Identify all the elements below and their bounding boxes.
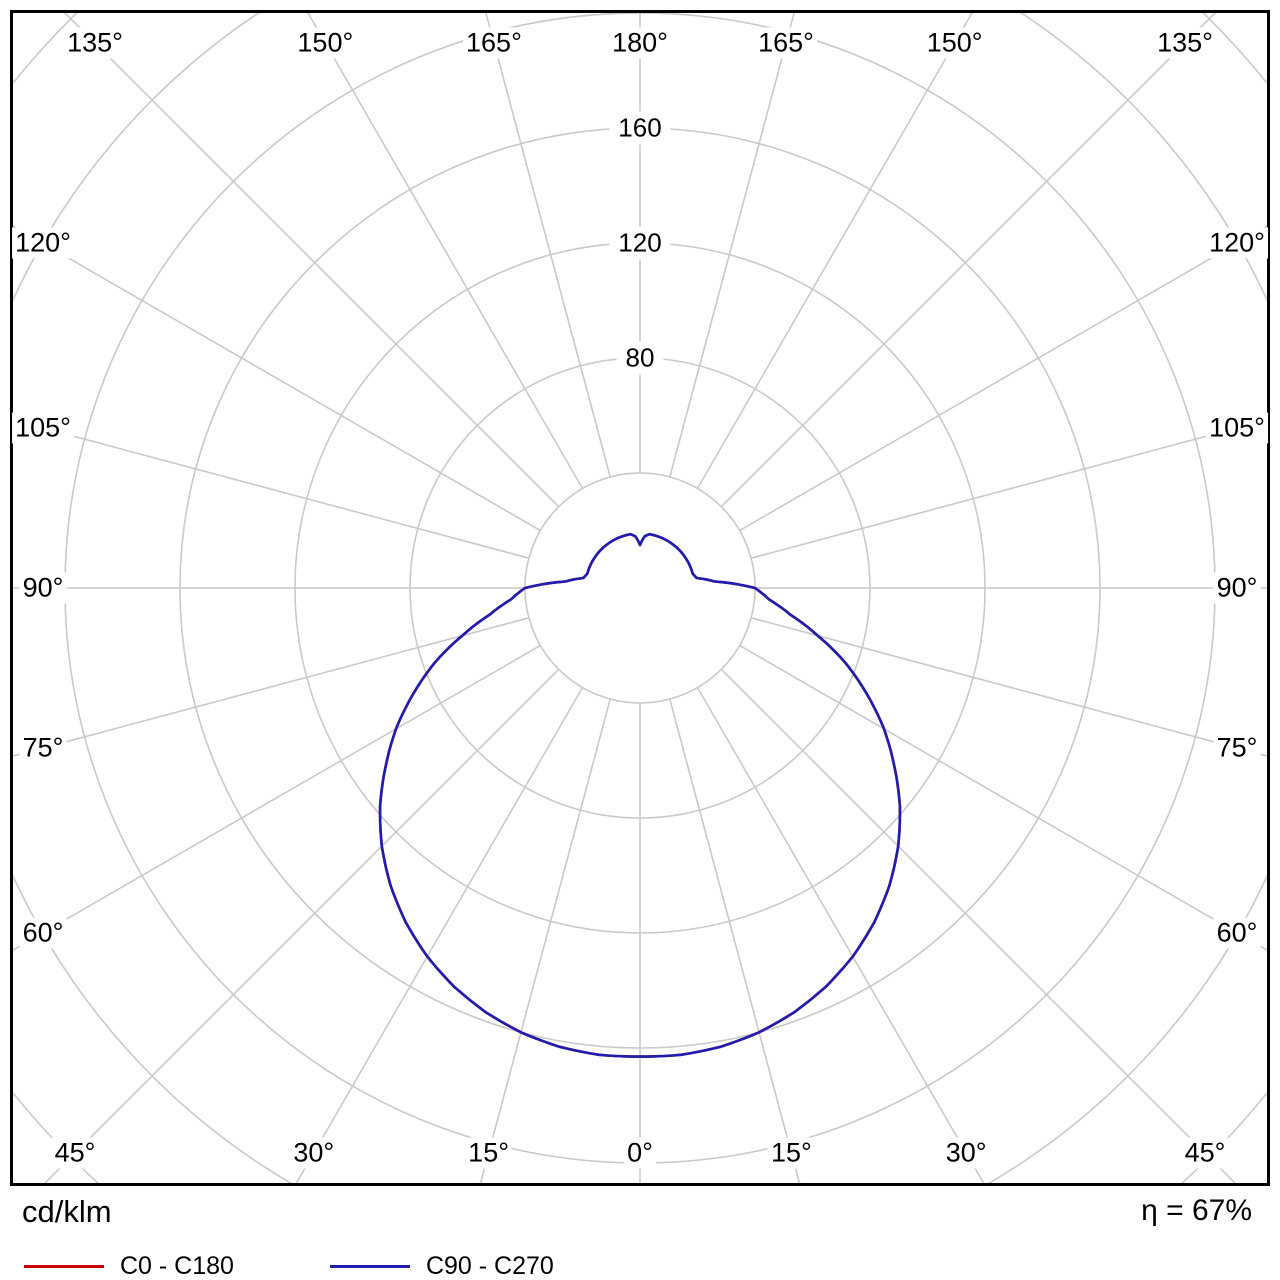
units-label: cd/klm <box>22 1194 112 1229</box>
grid-spoke-120 <box>739 225 1267 532</box>
legend-label-c0-c180: C0 - C180 <box>120 1252 234 1280</box>
angle-label-180: 180° <box>609 27 671 59</box>
grid-spoke-195 <box>485 13 611 478</box>
angle-label-60-right: 60° <box>1213 917 1261 949</box>
legend: C0 - C180 C90 - C270 <box>24 1252 554 1280</box>
angle-label-90-left: 90° <box>19 572 67 604</box>
angle-label-165-left: 165° <box>463 27 525 59</box>
grid-spoke-135 <box>720 13 1217 508</box>
angle-label-135-left: 135° <box>64 27 126 59</box>
angle-label-105-right: 105° <box>1206 412 1268 444</box>
legend-label-c90-c270: C90 - C270 <box>425 1252 554 1280</box>
grid-spoke-105 <box>750 419 1267 559</box>
angle-label-30-left: 30° <box>290 1137 338 1169</box>
angle-label-45-left: 45° <box>51 1137 99 1169</box>
angle-label-45-right: 45° <box>1181 1137 1229 1169</box>
grid-spoke-210 <box>307 13 584 489</box>
grid-spoke-75 <box>750 617 1267 757</box>
grid-spoke-240 <box>13 225 541 532</box>
grid-spoke-165 <box>669 13 795 478</box>
grid-spoke-225 <box>63 13 560 508</box>
angle-label-105-left: 105° <box>12 412 74 444</box>
angle-label-150-right: 150° <box>923 27 986 59</box>
legend-item-c0-c180: C0 - C180 <box>24 1252 234 1280</box>
grid-spoke-300 <box>13 644 541 951</box>
angle-label-15-right: 15° <box>767 1137 815 1169</box>
angle-label-0: 0° <box>624 1137 656 1169</box>
grid-spoke-15 <box>669 698 801 1183</box>
radial-label-80: 80 <box>616 341 664 375</box>
polar-chart-svg <box>13 13 1267 1183</box>
grid-spoke-285 <box>13 617 530 757</box>
angle-label-75-left: 75° <box>19 732 67 764</box>
polar-plot-area: 0° 15° 15° 30° 30° 45° 45° 60° 60° 75° 75° 90° 90° 10… <box>10 10 1270 1186</box>
radial-label-120: 120 <box>609 226 671 260</box>
grid-spoke-30 <box>696 687 985 1183</box>
angle-label-150-left: 150° <box>294 27 357 59</box>
angle-label-90-right: 90° <box>1213 572 1261 604</box>
curve-c90-c270 <box>378 532 902 1058</box>
radial-label-160: 160 <box>609 111 671 145</box>
grid-spoke-45 <box>720 668 1237 1183</box>
grid-spoke-315 <box>43 668 560 1183</box>
grid-spoke-345 <box>479 698 611 1183</box>
angle-label-120-right: 120° <box>1206 227 1268 259</box>
grid-spoke-255 <box>13 419 530 559</box>
grid-spoke-330 <box>295 687 584 1183</box>
angle-label-120-left: 120° <box>12 227 74 259</box>
angle-label-165-right: 165° <box>755 27 817 59</box>
legend-swatch-c90-c270 <box>329 1265 410 1268</box>
angle-label-135-right: 135° <box>1154 27 1216 59</box>
angle-label-60-left: 60° <box>19 917 67 949</box>
angle-label-75-right: 75° <box>1213 732 1261 764</box>
angle-label-30-right: 30° <box>942 1137 990 1169</box>
efficiency-label: η = 67% <box>1141 1194 1252 1227</box>
angle-label-15-left: 15° <box>465 1137 513 1169</box>
legend-swatch-c0-c180 <box>24 1265 104 1268</box>
grid-spoke-60 <box>739 644 1267 951</box>
legend-item-c90-c270: C90 - C270 <box>329 1252 554 1280</box>
grid-spoke-150 <box>696 13 973 489</box>
grid-circle-40 <box>524 472 756 704</box>
